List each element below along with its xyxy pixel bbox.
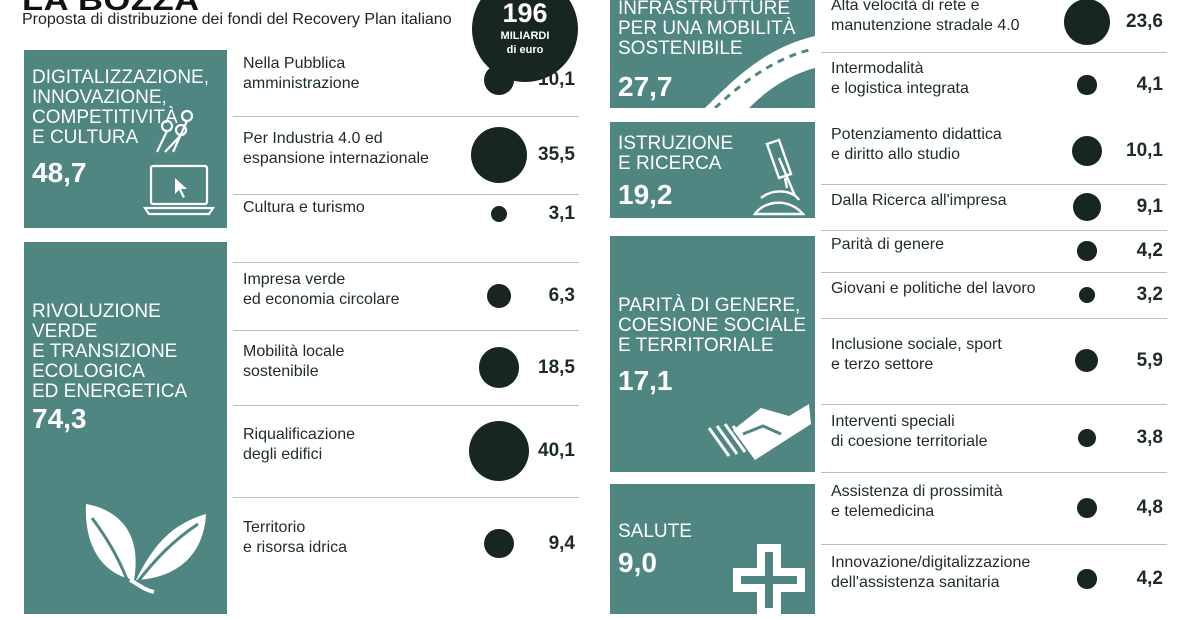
subcategory-value: 10,1 [538, 69, 575, 90]
subcategory-value: 35,5 [538, 144, 575, 165]
subcategory-value: 3,1 [548, 203, 575, 224]
category-name: RIVOLUZIONE VERDE E TRANSIZIONE ECOLOGIC… [32, 301, 188, 402]
road-icon [705, 36, 815, 108]
subcategory-label: Inclusione sociale, sport e terzo settor… [831, 336, 1002, 373]
category-name: DIGITALIZZAZIONE, INNOVAZIONE, COMPETITI… [32, 67, 209, 148]
computer-cursor-icon [143, 109, 216, 216]
row-separator [821, 318, 1167, 319]
subcategory-label: Giovani e politiche del lavoro [831, 280, 1036, 297]
category-value: 27,7 [618, 71, 673, 102]
subcategory-value: 6,3 [548, 285, 575, 306]
subcategory-label: Per Industria 4.0 ed espansione internaz… [243, 130, 429, 167]
row-separator [821, 272, 1167, 273]
value-bubble [1078, 286, 1096, 304]
subcategory-value: 9,4 [548, 532, 575, 554]
row-separator [821, 184, 1167, 185]
subcategory-label: Potenziamento didattica e diritto allo s… [831, 126, 1002, 163]
value-bubble [470, 126, 528, 184]
category-value: 17,1 [618, 365, 673, 396]
row-separator [233, 194, 579, 195]
value-bubble [1075, 349, 1099, 373]
category-panel: INFRASTRUTTURE PER UNA MOBILITÀ SOSTENIB… [610, 0, 815, 108]
category-panel: SALUTE 9,0 [610, 484, 815, 616]
row-separator [821, 52, 1167, 53]
category-name: ISTRUZIONE E RICERCA [618, 133, 734, 174]
subcategory-value: 3,8 [1136, 427, 1163, 448]
subcategory-value: 3,2 [1136, 284, 1163, 305]
value-bubble [478, 347, 520, 388]
value-bubble [1076, 497, 1098, 519]
subcategory-value: 18,5 [538, 356, 575, 378]
value-bubble [490, 205, 508, 223]
row-separator [821, 544, 1167, 545]
subcategory-value: 9,1 [1136, 196, 1163, 217]
subcategory-label: Interventi speciali di coesione territor… [831, 413, 988, 450]
value-bubble [1077, 428, 1097, 448]
subcategory-label: Impresa verde ed economia circolare [243, 271, 400, 308]
subcategory-value: 40,1 [538, 440, 575, 461]
subcategory-label: Innovazione/digitalizzazione dell'assist… [831, 554, 1031, 591]
subcategory-value: 4,8 [1136, 497, 1163, 518]
chart-title: LA BOZZA [22, 0, 200, 17]
value-bubble [1063, 0, 1110, 46]
value-bubble [487, 284, 511, 308]
value-bubble [1077, 569, 1097, 589]
subcategory-label: Territorio e risorsa idrica [243, 518, 348, 556]
category-value: 48,7 [32, 157, 87, 188]
value-bubble [1077, 241, 1097, 261]
category-panel: PARITÀ DI GENERE, COESIONE SOCIALE E TER… [610, 236, 815, 472]
value-bubble [469, 421, 529, 481]
subcategory-label: Intermodalità e logistica integrata [831, 60, 969, 97]
category-panel: RIVOLUZIONE VERDE E TRANSIZIONE ECOLOGIC… [24, 242, 227, 614]
subcategory-value: 4,1 [1136, 74, 1163, 95]
value-bubble [483, 64, 515, 96]
row-separator [821, 472, 1167, 473]
value-bubble [1072, 192, 1102, 222]
category-value: 9,0 [618, 547, 657, 578]
value-bubble [484, 528, 514, 559]
subcategory-label: Nella Pubblica amministrazione [243, 55, 360, 92]
subcategory-label: Dalla Ricerca all'impresa [831, 192, 1007, 209]
total-value: 196 [502, 0, 548, 28]
microscope-icon [752, 138, 806, 216]
row-separator [233, 330, 579, 331]
value-bubble [1077, 75, 1097, 95]
category-name: SALUTE [618, 521, 692, 542]
subcategory-value: 4,2 [1136, 240, 1163, 261]
row-separator [821, 230, 1167, 231]
subcategory-label: Mobilità locale sostenibile [243, 342, 345, 380]
subcategory-label: Cultura e turismo [243, 199, 365, 216]
value-bubble [1071, 135, 1103, 167]
subcategory-label: Riqualificazione degli edifici [243, 426, 356, 463]
category-name: INFRASTRUTTURE PER UNA MOBILITÀ SOSTENIB… [618, 0, 796, 59]
total-unit-line2: di euro [506, 44, 544, 56]
row-separator [233, 116, 579, 117]
medical-cross-icon [733, 544, 805, 616]
handshake-icon [707, 404, 811, 460]
subcategory-label: Parità di genere [831, 236, 944, 253]
category-value: 19,2 [618, 179, 673, 210]
subcategory-value: 10,1 [1126, 140, 1163, 161]
subcategory-value: 4,2 [1136, 568, 1163, 589]
subcategory-label: Assistenza di prossimità e telemedicina [831, 483, 1003, 520]
row-separator [233, 405, 579, 406]
category-panel: ISTRUZIONE E RICERCA 19,2 [610, 122, 815, 218]
subcategory-value: 5,9 [1136, 350, 1163, 371]
subcategory-label: Alta velocità di rete e manutenzione str… [831, 0, 1020, 34]
category-panel: DIGITALIZZAZIONE, INNOVAZIONE, COMPETITI… [24, 50, 227, 228]
category-value: 74,3 [32, 403, 87, 434]
subcategory-value: 23,6 [1126, 11, 1163, 32]
row-separator [233, 262, 579, 263]
chart-subtitle: Proposta di distribuzione dei fondi del … [22, 11, 452, 28]
leaves-icon [85, 504, 206, 594]
row-separator [233, 497, 579, 498]
total-unit-line1: MILIARDI [500, 30, 550, 42]
row-separator [821, 404, 1167, 405]
category-name: PARITÀ DI GENERE, COESIONE SOCIALE E TER… [618, 295, 806, 356]
